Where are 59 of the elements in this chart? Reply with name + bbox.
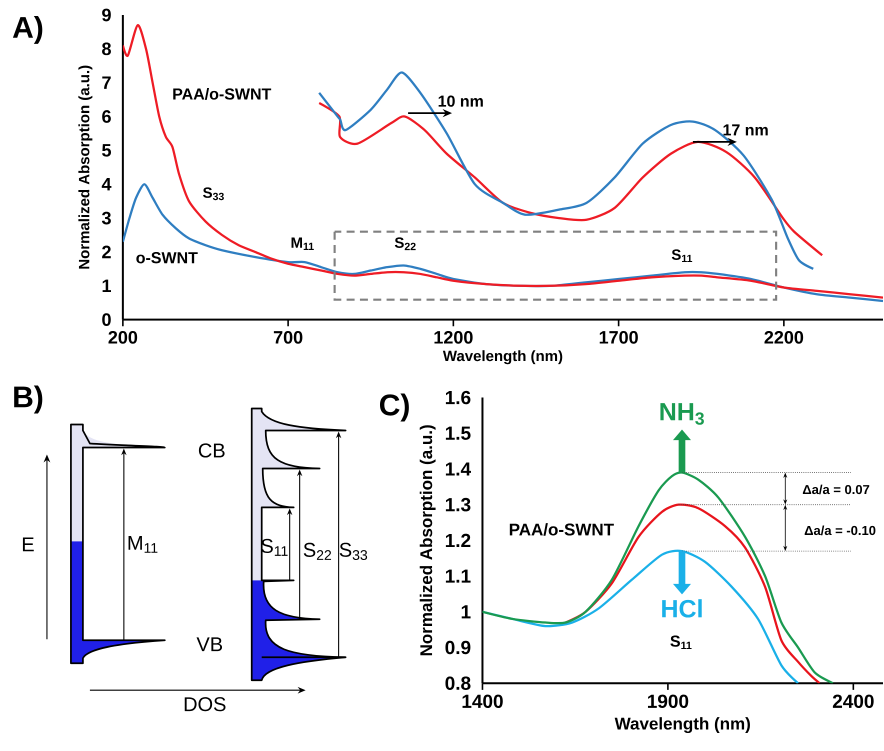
x-tick-label: 1700 bbox=[600, 330, 638, 344]
annotation: 17 nm bbox=[724, 124, 768, 136]
text: S$_{11}$ bbox=[261, 538, 288, 556]
text: VB bbox=[196, 637, 222, 652]
annotation: 10 nm bbox=[438, 95, 483, 107]
text: S$_{33}$ bbox=[340, 542, 368, 560]
annotation: S$_{11}$ bbox=[672, 249, 692, 262]
chart-title: A) bbox=[12, 16, 42, 44]
y-tick-label: 5 bbox=[102, 144, 112, 157]
y-tick-label: 1.5 bbox=[446, 426, 471, 440]
x-axis-title: Wavelength (nm) bbox=[614, 717, 750, 733]
y-axis-title: Normalized Absorption (a.u.) bbox=[78, 66, 92, 269]
line-series bbox=[122, 183, 884, 302]
annotation: o-SWNT bbox=[136, 252, 198, 264]
text: NH$_{3}$ bbox=[660, 403, 704, 425]
annotation: S$_{22}$ bbox=[394, 237, 416, 250]
x-tick-label: 2200 bbox=[764, 330, 804, 344]
y-tick-label: 1.2 bbox=[446, 534, 470, 547]
y-tick-label: 1 bbox=[462, 605, 471, 618]
y-tick-label: 1.6 bbox=[446, 390, 470, 404]
text: CB bbox=[198, 443, 225, 458]
y-tick-label: 1.4 bbox=[446, 462, 472, 476]
y-tick-label: 1.3 bbox=[446, 498, 470, 512]
y-tick-label: 9 bbox=[102, 8, 111, 22]
x-tick-label: 2400 bbox=[832, 694, 874, 708]
text: E bbox=[22, 537, 34, 552]
y-tick-label: 0.9 bbox=[445, 640, 470, 654]
y-tick-label: 8 bbox=[102, 42, 111, 56]
legend-label: HCl bbox=[662, 599, 702, 618]
x-tick-label: 1200 bbox=[434, 330, 473, 344]
annotation: Δa/a = 0.07 bbox=[802, 484, 870, 494]
text: DOS bbox=[184, 697, 226, 712]
line-series bbox=[122, 24, 884, 299]
y-tick-label: 0 bbox=[102, 313, 111, 326]
text: S$_{22}$ bbox=[304, 542, 332, 560]
x-axis-title: Wavelength (nm) bbox=[442, 350, 562, 364]
y-tick-label: 4 bbox=[102, 178, 112, 190]
y-tick-label: 6 bbox=[102, 110, 111, 123]
text: B) bbox=[14, 386, 42, 414]
y-tick-label: 0.8 bbox=[445, 676, 471, 690]
y-tick-label: 1 bbox=[102, 280, 112, 292]
line-series bbox=[318, 71, 814, 270]
annotation: S$_{33}$ bbox=[203, 187, 224, 200]
annotation: PAA/o-SWNT bbox=[510, 523, 614, 536]
annotation: PAA/o-SWNT bbox=[173, 88, 272, 100]
y-tick-label: 1.1 bbox=[446, 570, 471, 583]
x-tick-label: 1900 bbox=[648, 694, 688, 708]
x-tick-label: 1400 bbox=[462, 694, 503, 708]
y-tick-label: 7 bbox=[102, 76, 111, 89]
y-tick-label: 2 bbox=[102, 246, 111, 258]
annotation: S$_{11}$ bbox=[670, 635, 692, 649]
annotation: M$_{11}$ bbox=[292, 237, 314, 250]
x-tick-label: 700 bbox=[274, 330, 302, 344]
y-tick-label: 3 bbox=[102, 212, 111, 224]
y-axis-title: Normalized Absorption (a.u.) bbox=[420, 425, 436, 656]
chart-title: C) bbox=[380, 393, 409, 422]
annotation: Δa/a = -0.10 bbox=[804, 525, 876, 536]
text: M$_{11}$ bbox=[128, 536, 158, 553]
x-tick-label: 200 bbox=[108, 330, 138, 344]
